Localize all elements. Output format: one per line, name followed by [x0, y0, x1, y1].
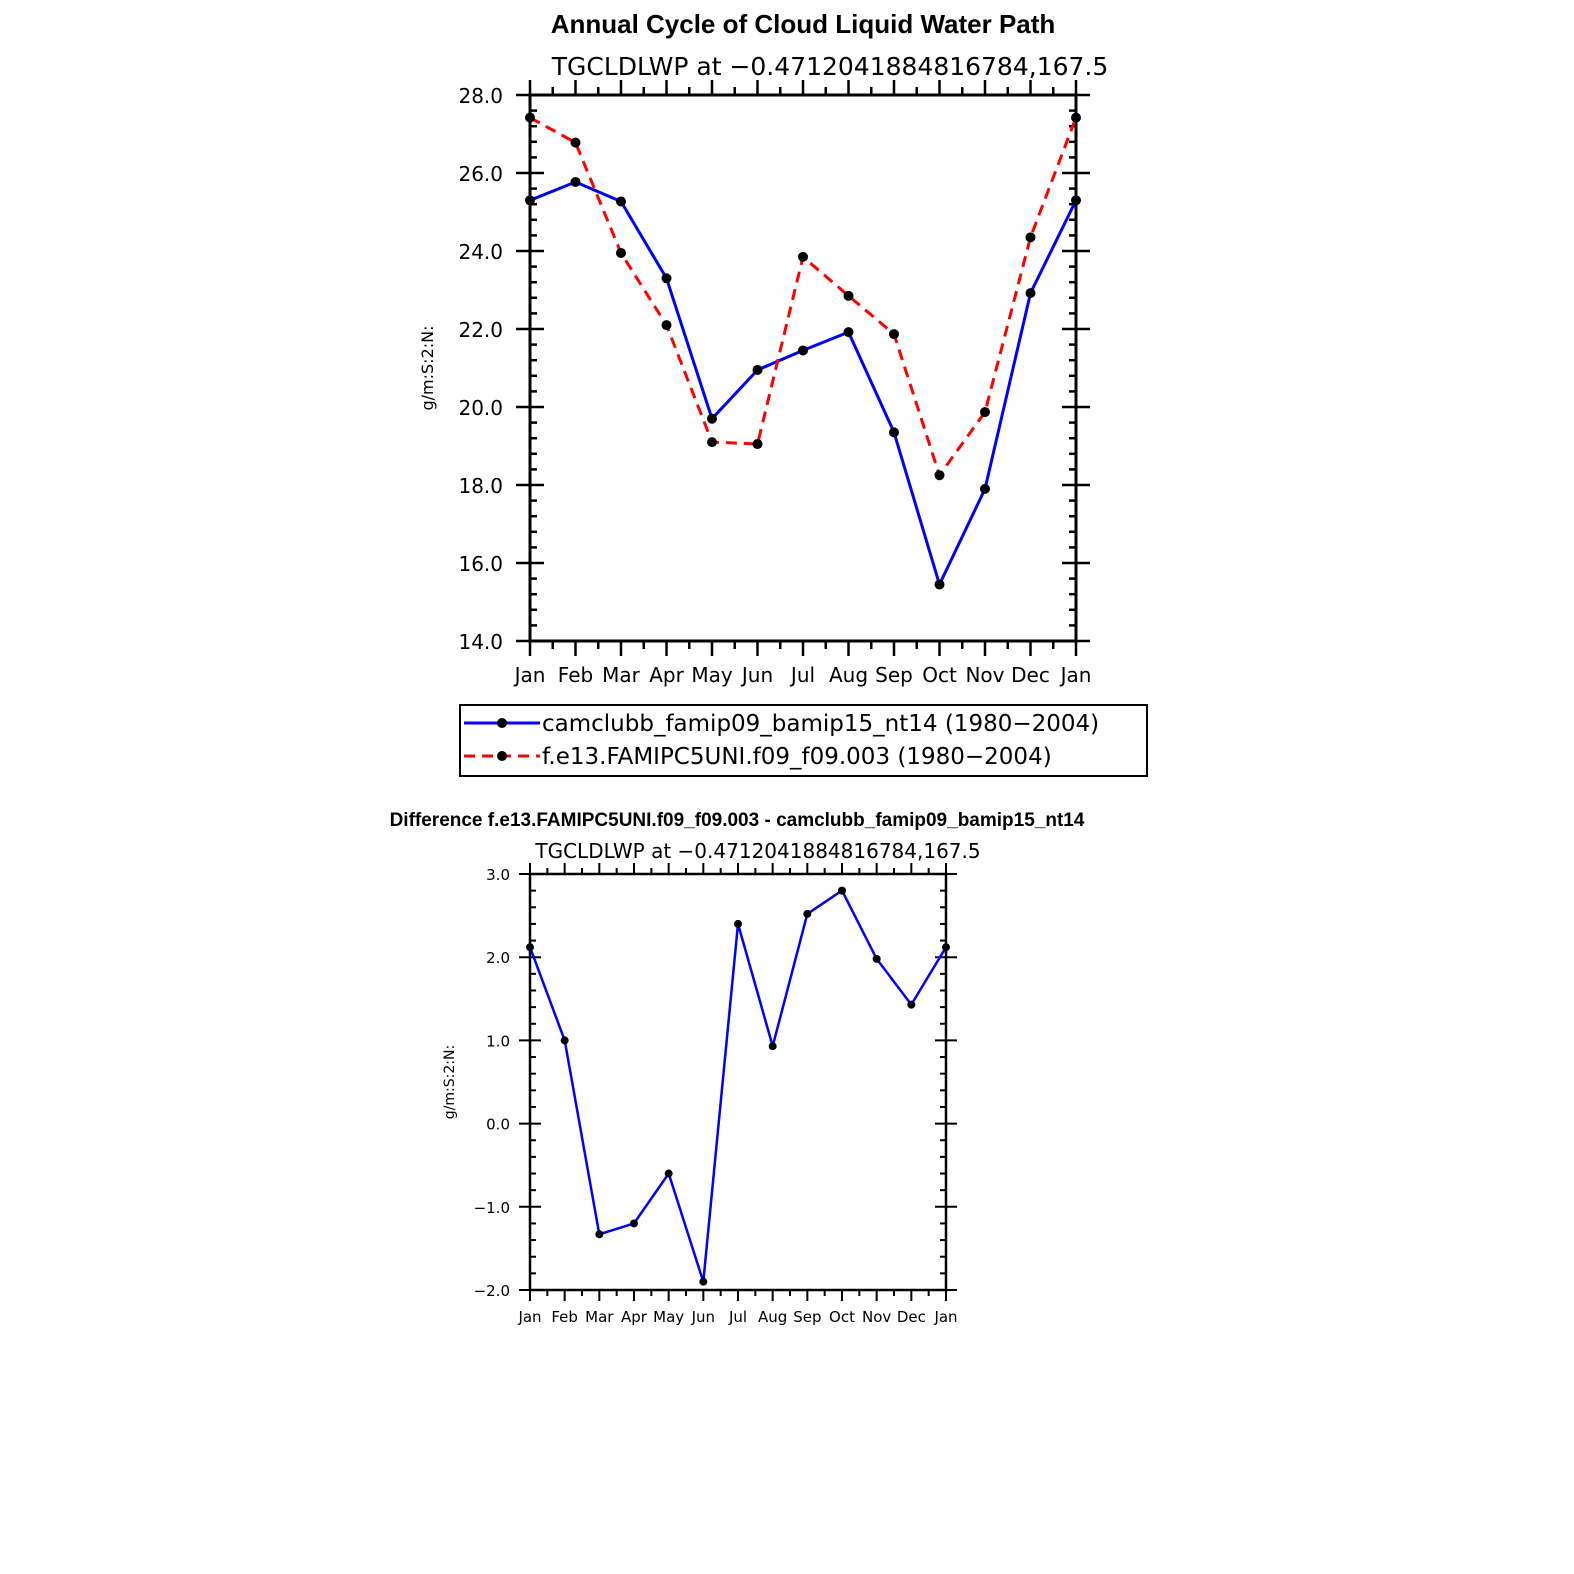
data-point-series-1: [630, 1219, 638, 1228]
x-tick-label: Aug: [829, 663, 868, 687]
data-point-series-2: [707, 437, 717, 448]
x-tick-label: Jan: [517, 1308, 541, 1326]
y-tick-label: 1.0: [486, 1032, 510, 1050]
y-tick-label: 14.0: [458, 630, 503, 654]
data-point-series-1: [872, 954, 881, 963]
data-point-series-1: [664, 1169, 673, 1178]
data-point-series-2: [525, 112, 535, 123]
y-tick-label: 24.0: [458, 240, 503, 264]
data-point-series-1: [803, 909, 812, 918]
y-tick-label: 28.0: [458, 84, 503, 108]
x-tick-label: Mar: [585, 1308, 614, 1326]
data-point-series-1: [525, 195, 535, 206]
data-point-series-2: [1071, 112, 1081, 123]
y-tick-label: 26.0: [458, 162, 503, 186]
data-point-series-1: [699, 1277, 708, 1286]
x-tick-label: May: [653, 1308, 684, 1326]
x-tick-label: Apr: [621, 1308, 648, 1326]
data-point-series-1: [907, 1000, 916, 1009]
data-point-series-1: [942, 943, 950, 952]
y-tick-label: −2.0: [474, 1282, 510, 1300]
x-tick-label: Nov: [862, 1308, 891, 1326]
data-point-series-1: [889, 427, 899, 438]
data-point-series-1: [570, 176, 581, 187]
x-tick-label: Aug: [758, 1308, 787, 1326]
data-point-series-2: [570, 137, 581, 148]
difference-chart: TGCLDLWP at −0.4712041884816784,167.5 g/m…: [442, 839, 981, 1326]
series-line-1: [529, 180, 1078, 586]
data-point-series-1: [661, 273, 672, 284]
series-line-2: [529, 116, 1078, 477]
x-tick-label: Jan: [933, 1308, 957, 1326]
main-title: Annual Cycle of Cloud Liquid Water Path: [551, 9, 1056, 39]
legend: camclubb_famip09_bamip15_nt14 (1980−2004…: [459, 704, 1148, 777]
chart-subtitle: TGCLDLWP at −0.4712041884816784,167.5: [534, 839, 980, 863]
data-point-series-2: [798, 251, 808, 262]
plot-frame: [528, 93, 1078, 643]
y-tick-label: 22.0: [458, 318, 503, 342]
data-point-series-1: [707, 413, 717, 424]
data-point-series-1: [616, 196, 626, 207]
data-point-series-2: [661, 320, 672, 331]
x-tick-label: Feb: [551, 1308, 578, 1326]
legend-box: [459, 704, 1148, 777]
x-tick-label: Jan: [513, 663, 546, 687]
data-point-series-1: [734, 919, 742, 928]
data-point-series-1: [526, 943, 534, 952]
x-tick-label: Sep: [793, 1308, 821, 1326]
y-tick-label: 2.0: [486, 949, 510, 967]
x-tick-label: Nov: [965, 663, 1004, 687]
x-tick-label: Jun: [691, 1308, 715, 1326]
x-tick-label: Oct: [829, 1308, 855, 1326]
annual-cycle-chart: TGCLDLWP at −0.4712041884816784,167.5 g/m…: [418, 52, 1108, 687]
y-tick-label: 16.0: [458, 552, 503, 576]
data-point-series-2: [616, 247, 626, 258]
x-tick-label: Jun: [740, 663, 773, 687]
legend-marker-series-1: [497, 718, 507, 728]
y-tick-label: 0.0: [486, 1116, 510, 1134]
data-point-series-2: [843, 290, 854, 301]
x-tick-label: Jul: [789, 663, 815, 687]
x-tick-label: Oct: [922, 663, 957, 687]
legend-label-series-2: f.e13.FAMIPC5UNI.f09_f09.003 (1980−2004): [542, 744, 1052, 770]
data-point-series-1: [768, 1042, 777, 1051]
data-point-series-2: [1025, 232, 1036, 243]
y-tick-label: 3.0: [486, 866, 510, 884]
data-point-series-1: [798, 345, 808, 356]
x-tick-label: Jul: [728, 1308, 747, 1326]
y-tick-label: 20.0: [458, 396, 503, 420]
x-tick-label: Mar: [602, 663, 641, 687]
legend-marker-series-2: [497, 751, 507, 761]
y-tick-label: −1.0: [474, 1199, 510, 1217]
series-line-1: [528, 889, 948, 1283]
data-point-series-2: [934, 470, 945, 481]
x-tick-label: Feb: [558, 663, 593, 687]
y-axis-label: g/m:S:2:N:: [442, 1045, 458, 1119]
x-tick-label: Dec: [1011, 663, 1050, 687]
y-tick-label: 18.0: [458, 474, 503, 498]
chart-subtitle: TGCLDLWP at −0.4712041884816784,167.5: [551, 52, 1109, 81]
x-tick-label: May: [691, 663, 733, 687]
data-point-series-1: [1071, 195, 1081, 206]
data-point-series-1: [980, 483, 990, 494]
data-point-series-2: [889, 329, 899, 340]
data-point-series-1: [934, 579, 945, 590]
data-point-series-1: [752, 364, 763, 375]
x-tick-label: Dec: [897, 1308, 926, 1326]
data-point-series-1: [595, 1230, 604, 1239]
data-point-series-1: [560, 1036, 569, 1045]
data-point-series-1: [843, 327, 854, 338]
data-point-series-1: [1025, 288, 1036, 299]
difference-title: Difference f.e13.FAMIPC5UNI.f09_f09.003 …: [390, 810, 1085, 831]
data-point-series-2: [980, 407, 990, 418]
legend-label-series-1: camclubb_famip09_bamip15_nt14 (1980−2004…: [542, 711, 1099, 737]
x-tick-label: Jan: [1059, 663, 1092, 687]
y-axis-label: g/m:S:2:N:: [418, 326, 437, 411]
x-tick-label: Sep: [875, 663, 913, 687]
data-point-series-2: [752, 439, 763, 450]
x-tick-label: Apr: [649, 663, 684, 687]
data-point-series-1: [838, 886, 846, 895]
